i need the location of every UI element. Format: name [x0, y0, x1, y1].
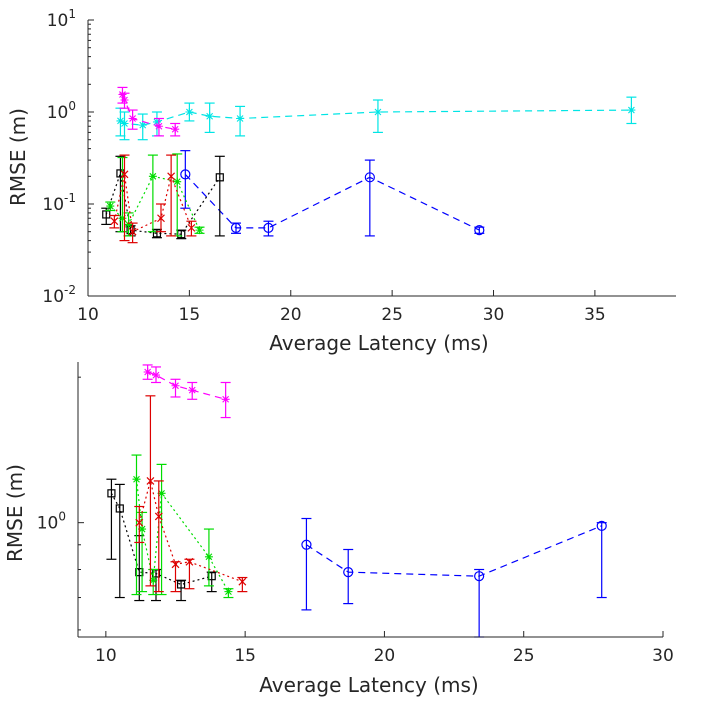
top-y-tick-label: 10-1 [42, 191, 76, 215]
bottom-x-tick-label: 30 [652, 646, 674, 666]
bottom-series-4-point [171, 560, 180, 569]
top-series-4-point [124, 220, 133, 229]
bottom-series-1-point [474, 571, 485, 582]
top-plot-axes: 10 15 20 25 30 35 10-2 10-1 100 101 [42, 7, 676, 325]
top-series-0-point [116, 116, 125, 125]
bottom-series-0-point [221, 395, 230, 404]
top-series-3-point [152, 229, 162, 238]
bottom-series-3-point [204, 552, 213, 561]
bottom-x-tick-label: 25 [513, 646, 535, 666]
top-y-tick-label: 100 [47, 99, 76, 123]
top-series-5-point [157, 214, 165, 223]
bottom-series-3-point [157, 489, 166, 498]
bottom-series-4-point [135, 518, 144, 527]
top-x-tick-label: 10 [77, 305, 99, 325]
top-series-0-point [236, 114, 245, 123]
top-x-tick-label: 15 [179, 305, 201, 325]
top-series-0-point [138, 121, 147, 130]
top-series-0-point [185, 108, 194, 116]
bottom-series-0-point [171, 381, 180, 390]
top-series-0-point [152, 117, 161, 126]
bottom-series-4-point [185, 557, 194, 566]
bottom-x-tick-label: 20 [374, 646, 396, 666]
top-series-2-line [184, 173, 480, 231]
top-series-4-point [195, 226, 204, 235]
bottom-plot-marks [106, 364, 607, 638]
bottom-series-0-point [152, 371, 160, 380]
top-series-2-point [263, 222, 274, 233]
bottom-series-1-line [306, 525, 602, 577]
top-x-tick-label: 20 [280, 305, 302, 325]
bottom-series-2-point [135, 568, 144, 577]
top-series-2-point [180, 169, 191, 180]
top-series-2-point [364, 172, 375, 183]
top-series-5-point [167, 172, 176, 181]
bottom-series-2-point [176, 580, 186, 589]
top-series-4-point [106, 202, 115, 211]
top-x-tick-label: 25 [381, 305, 403, 325]
top-series-0-point [205, 112, 214, 121]
top-series-5-line [113, 174, 192, 233]
top-x-tick-label: 30 [483, 305, 505, 325]
top-series-1-point [118, 90, 127, 99]
bottom-series-2-point [207, 572, 216, 581]
bottom-series-0-line [147, 371, 226, 400]
bottom-y-axis-label: RMSE (m) [3, 464, 27, 562]
top-y-tick-label: 10-2 [42, 283, 76, 307]
bottom-series-0-point [188, 386, 197, 395]
bottom-series-4-point [154, 512, 163, 521]
top-series-2-point [474, 225, 485, 236]
top-series-1-point [128, 114, 137, 123]
bottom-series-1-point [301, 539, 312, 550]
bottom-series-3-point [224, 587, 233, 596]
top-series-5-point [187, 223, 196, 232]
bottom-series-1-point [596, 520, 607, 531]
bottom-x-tick-label: 15 [234, 646, 256, 666]
bottom-series-2-point [115, 504, 124, 513]
top-series-1-point [171, 125, 180, 134]
bottom-x-axis-label: Average Latency (ms) [259, 673, 478, 697]
top-series-4-line [109, 175, 201, 231]
bottom-series-3-point [132, 475, 141, 484]
top-plot-marks [101, 86, 637, 244]
top-series-1-point [154, 122, 163, 131]
bottom-series-0-point [143, 367, 152, 376]
top-series-3-point [215, 173, 224, 182]
bottom-y-tick-label: 100 [37, 510, 66, 534]
top-series-2-point [230, 222, 242, 233]
bottom-series-2-point [107, 489, 116, 498]
top-series-5-point [128, 227, 137, 236]
bottom-series-3-point [138, 525, 147, 534]
bottom-plot-axes: 10 15 20 25 30 100 [37, 362, 674, 666]
top-plot: 10 15 20 25 30 35 10-2 10-1 100 101 Average Laten… [6, 7, 676, 355]
top-series-5-point [110, 217, 119, 226]
top-series-0-point [373, 108, 382, 116]
top-series-4-point [173, 177, 182, 186]
bottom-series-4-point [238, 577, 247, 586]
top-y-axis-label: RMSE (m) [6, 108, 30, 206]
bottom-series-3-point [149, 576, 158, 585]
top-x-axis-label: Average Latency (ms) [269, 331, 488, 355]
top-x-tick-label: 35 [584, 305, 606, 325]
top-series-5-point [120, 170, 129, 179]
bottom-series-1-point [343, 567, 354, 578]
bottom-series-4-line [138, 480, 243, 583]
bottom-x-tick-label: 10 [95, 646, 117, 666]
bottom-series-4-point [146, 477, 155, 485]
top-series-0-point [627, 106, 636, 115]
top-series-1-point [120, 96, 129, 105]
top-series-4-point [118, 214, 127, 223]
top-series-0-point [120, 119, 129, 128]
bottom-plot: 10 15 20 25 30 100 Average Latency (ms) RMSE … [3, 362, 674, 697]
top-series-3-line [105, 171, 221, 235]
top-y-tick-label: 101 [47, 7, 76, 31]
top-series-4-point [148, 172, 157, 181]
